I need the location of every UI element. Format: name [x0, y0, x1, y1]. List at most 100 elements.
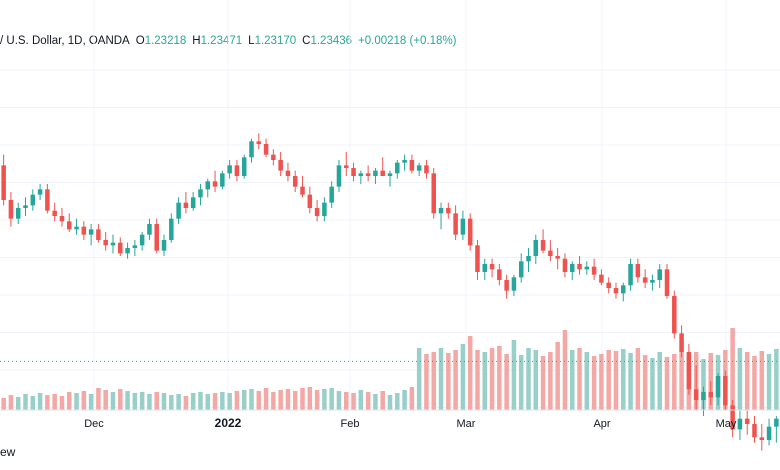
volume-bar — [23, 394, 28, 410]
candle-body — [518, 261, 524, 278]
volume-bar — [190, 393, 196, 410]
candle-body — [730, 405, 735, 430]
candle-body — [460, 218, 466, 235]
legend-high-value: 1.23471 — [200, 35, 243, 47]
volume-bar — [234, 391, 240, 410]
volume-bar — [504, 354, 509, 410]
volume-bar — [402, 390, 407, 410]
candle-body — [438, 208, 444, 214]
volume-bar — [387, 395, 393, 410]
candle-body — [66, 221, 72, 230]
volume-bar — [548, 352, 553, 410]
candle-body — [621, 285, 626, 294]
candle-body — [198, 189, 203, 198]
candle-body — [344, 165, 349, 168]
legend-high-label: H — [192, 35, 201, 47]
volume-bar — [322, 389, 327, 410]
candle-body — [679, 333, 684, 352]
candle-body — [59, 216, 65, 222]
candle-body — [424, 165, 429, 174]
volume-bar — [132, 393, 138, 410]
candle-body — [416, 165, 422, 171]
candle-body — [548, 250, 553, 256]
candle-body — [118, 242, 123, 254]
volume-bar — [154, 392, 159, 410]
volume-bar — [88, 394, 94, 410]
candle-body — [30, 194, 36, 206]
candle-body — [278, 160, 283, 171]
candle-body — [701, 392, 706, 400]
volume-bar — [139, 392, 145, 410]
volume-bar — [147, 394, 152, 410]
legend-close-value: 1.23436 — [310, 35, 353, 47]
candle-body — [693, 389, 699, 400]
volume-bar — [460, 344, 466, 410]
volume-bar — [300, 388, 305, 410]
volume-bar — [599, 354, 604, 410]
candle-body — [628, 264, 633, 286]
candle-body — [125, 248, 130, 254]
candle-body — [169, 218, 174, 240]
volume-bar — [774, 349, 779, 410]
volume-bar — [8, 395, 14, 410]
candle-body — [88, 229, 94, 235]
candle-body — [723, 376, 728, 406]
candle-body — [715, 376, 721, 398]
candle-body — [489, 264, 495, 270]
candle-body — [540, 240, 546, 251]
volume-bar — [263, 388, 269, 410]
volume-bar — [220, 392, 225, 410]
candle-body — [234, 165, 240, 176]
volume-bar — [256, 391, 262, 410]
volume-bar — [416, 348, 422, 410]
volume-bar — [701, 359, 706, 410]
candle-body — [139, 234, 145, 246]
volume-bar — [482, 352, 488, 410]
volume-bar — [642, 355, 648, 410]
candle-body — [650, 280, 655, 283]
candle-body — [212, 181, 218, 187]
volume-bar — [533, 350, 539, 410]
x-tick-label: Feb — [341, 418, 360, 430]
volume-bar — [569, 350, 575, 410]
volume-bar — [467, 336, 473, 410]
legend-low-label: L — [248, 35, 255, 47]
candle-body — [446, 208, 451, 214]
legend-open-label: O — [135, 35, 145, 47]
volume-bar — [59, 396, 65, 410]
volume-bar — [584, 352, 590, 410]
volume-bar — [657, 352, 662, 410]
volume-bar — [555, 342, 560, 410]
candle-body — [154, 224, 159, 251]
volume-bar — [285, 389, 291, 410]
volume-bar — [621, 349, 626, 410]
candle-body — [45, 189, 50, 211]
x-tick-label: 2022 — [215, 416, 242, 430]
candle-body — [110, 242, 116, 246]
volume-bar — [81, 391, 87, 410]
candle-body — [322, 202, 327, 216]
volume-bar — [118, 389, 123, 410]
legend-open-value: 1.23218 — [144, 35, 187, 47]
volume-bar — [664, 357, 670, 410]
candle-body — [263, 144, 269, 155]
candle-body — [752, 424, 757, 438]
candle-body — [409, 160, 415, 171]
volume-bar — [635, 348, 641, 410]
volume-bar — [344, 392, 349, 410]
volume-bar — [380, 391, 385, 410]
volume-bar — [628, 353, 633, 410]
candle-body — [241, 157, 247, 176]
volume-bar — [737, 348, 743, 410]
volume-bar — [110, 392, 116, 410]
volume-bar — [176, 394, 181, 410]
volume-bar — [329, 388, 334, 410]
candle-body — [314, 208, 320, 216]
candle-body — [8, 200, 14, 219]
candle-body — [23, 205, 28, 208]
volume-bar — [431, 352, 436, 410]
candle-body — [569, 264, 575, 272]
candle-body — [15, 208, 21, 219]
volume-bar — [227, 393, 232, 410]
